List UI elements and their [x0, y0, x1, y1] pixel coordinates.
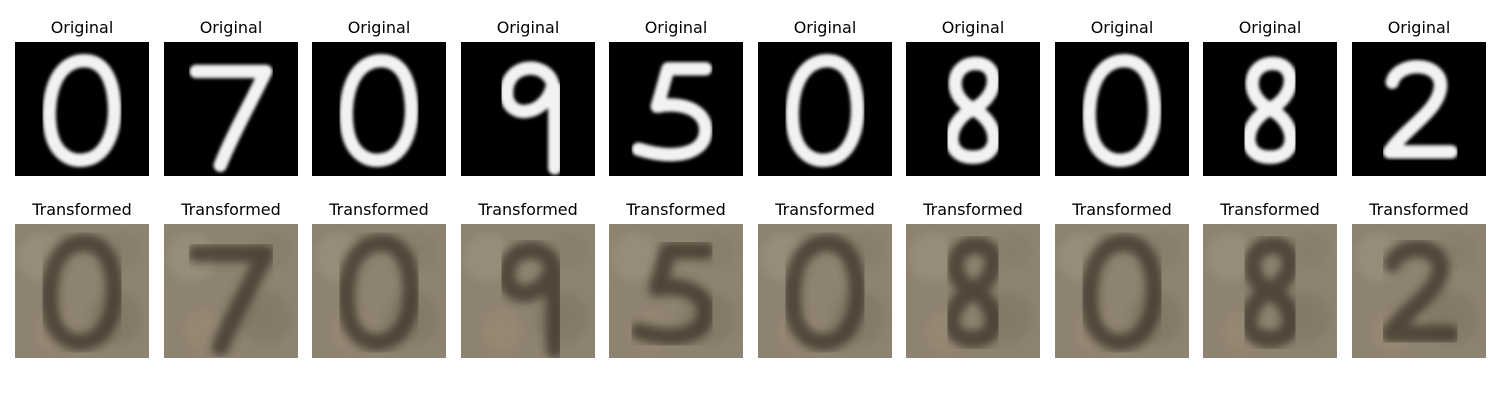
transformed-digit-image	[1352, 224, 1486, 358]
texture-blob	[1291, 232, 1329, 270]
original-digit-image	[461, 42, 595, 176]
transformed-panel: Transformed	[906, 200, 1040, 358]
digit-stroke	[1380, 240, 1460, 343]
original-digit-image	[312, 42, 446, 176]
digit-stroke	[40, 234, 124, 351]
transformed-panel: Transformed	[609, 200, 743, 358]
original-panel: Original	[906, 18, 1040, 176]
panel-title: Original	[1238, 18, 1302, 37]
digit-stroke	[785, 54, 865, 167]
panel-title: Transformed	[923, 200, 1023, 219]
panel-title: Original	[644, 18, 708, 37]
digit-stroke	[1082, 54, 1162, 167]
digit-stroke	[1080, 234, 1164, 351]
panel-title: Transformed	[626, 200, 726, 219]
panel-title: Transformed	[775, 200, 875, 219]
original-panel: Original	[758, 18, 892, 176]
digit-stroke	[497, 241, 564, 358]
original-panel: Original	[1352, 18, 1486, 176]
digit-stroke	[1242, 56, 1298, 164]
transformed-panel: Transformed	[1203, 200, 1337, 358]
original-digit-image	[15, 42, 149, 176]
digit-stroke	[42, 54, 122, 167]
transformed-digit-image	[461, 224, 595, 358]
texture-blob	[1440, 232, 1478, 270]
texture-blob	[611, 233, 660, 282]
original-panel: Original	[461, 18, 595, 176]
texture-blob	[994, 232, 1032, 270]
texture-blob	[697, 232, 735, 270]
panel-title: Transformed	[478, 200, 578, 219]
digit-stroke	[339, 54, 419, 167]
digit-stroke	[337, 234, 421, 351]
texture-blob	[1205, 233, 1254, 282]
transformed-panel: Transformed	[758, 200, 892, 358]
panel-title: Transformed	[329, 200, 429, 219]
panel-title: Original	[347, 18, 411, 37]
digit-stroke	[1382, 60, 1458, 159]
transformed-digit-image	[609, 224, 743, 358]
transformed-digit-image	[758, 224, 892, 358]
original-digit-image	[1055, 42, 1189, 176]
digit-stroke	[189, 64, 273, 172]
digit-stroke	[783, 234, 867, 351]
panel-title: Original	[1387, 18, 1451, 37]
original-panel: Original	[1055, 18, 1189, 176]
original-digit-image	[758, 42, 892, 176]
transformed-panel: Transformed	[15, 200, 149, 358]
transformed-digit-image	[1203, 224, 1337, 358]
texture-blob	[479, 309, 523, 353]
transformed-digit-image	[1055, 224, 1189, 358]
transformed-panel: Transformed	[461, 200, 595, 358]
transformed-digit-image	[15, 224, 149, 358]
transformed-digit-image	[164, 224, 298, 358]
original-digit-image	[906, 42, 1040, 176]
digit-stroke	[943, 236, 1003, 348]
panel-title: Transformed	[1369, 200, 1469, 219]
transformed-panel: Transformed	[1352, 200, 1486, 358]
panel-title: Original	[793, 18, 857, 37]
original-digit-image	[1203, 42, 1337, 176]
texture-blob	[237, 291, 292, 345]
panel-title: Transformed	[1220, 200, 1320, 219]
panel-title: Original	[199, 18, 263, 37]
panel-title: Original	[941, 18, 1005, 37]
digit-stroke	[945, 56, 1001, 164]
texture-blob	[908, 233, 957, 282]
original-digit-image	[1352, 42, 1486, 176]
digit-stroke	[187, 244, 275, 356]
original-panel: Original	[164, 18, 298, 176]
panel-title: Transformed	[181, 200, 281, 219]
original-digit-image	[164, 42, 298, 176]
panel-title: Original	[50, 18, 114, 37]
digit-stroke	[1240, 236, 1300, 348]
original-panel: Original	[1203, 18, 1337, 176]
original-panel: Original	[15, 18, 149, 176]
original-digit-image	[609, 42, 743, 176]
digit-stroke	[631, 62, 713, 162]
transformed-panel: Transformed	[164, 200, 298, 358]
transformed-digit-image	[312, 224, 446, 358]
original-panel: Original	[312, 18, 446, 176]
transformed-panel: Transformed	[312, 200, 446, 358]
panel-title: Transformed	[32, 200, 132, 219]
panel-title: Transformed	[1072, 200, 1172, 219]
panel-title: Original	[496, 18, 560, 37]
digit-stroke	[499, 61, 562, 175]
transformed-digit-image	[906, 224, 1040, 358]
panel-title: Original	[1090, 18, 1154, 37]
digit-stroke	[629, 242, 715, 346]
original-panel: Original	[609, 18, 743, 176]
transformed-panel: Transformed	[1055, 200, 1189, 358]
